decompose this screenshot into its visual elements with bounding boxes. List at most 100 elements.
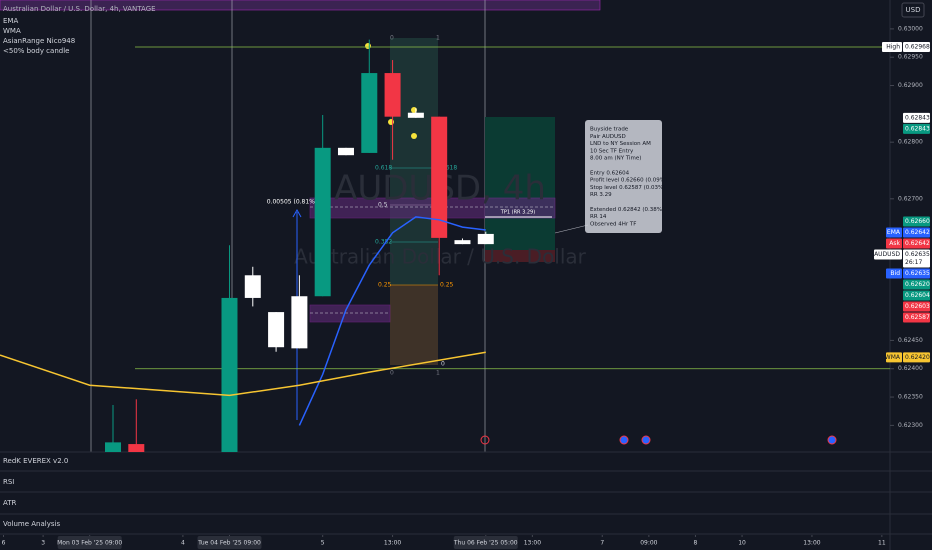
candle-body [384,73,401,117]
y-tick-label: 0.62950 [898,54,923,61]
signal-dot [365,43,371,49]
info-line: Extended 0.62842 (0.38%) [590,207,664,213]
x-tick-label: 6 [2,540,6,547]
y-tick-label: 0.62800 [898,139,923,146]
range-box [0,0,601,11]
fib-label: 1 [436,35,440,42]
y-tick-label: 0.62400 [898,365,923,372]
arrow-head [292,208,302,218]
price-tag [903,312,930,323]
fib-label: 0.618 [375,165,392,172]
event-icon [480,435,490,445]
indicator-name: <50% body candle [3,47,69,55]
candle-body [407,112,424,118]
price-tag [903,227,930,238]
price-tag [903,268,930,279]
fib-label: 0.25 [378,282,392,289]
y-tick-label: 0.63000 [898,25,923,32]
candle-body [128,444,145,452]
info-line: Stop level 0.62587 (0.03%) [590,185,665,191]
price-tag [903,238,930,249]
price-tag-label: 0.62603 [905,303,930,310]
event-icon [827,435,837,445]
price-tag-extra: 26:17 [905,259,922,266]
price-tag-label: 0.62635 [905,270,930,277]
stop-zone [485,250,555,262]
candle-body [314,147,331,297]
event-icon [641,435,651,445]
price-tag-name-bg [882,42,902,53]
pane-label: Volume Analysis [3,520,60,528]
candle-body [431,116,448,238]
price-tag [903,301,930,312]
currency[interactable]: USD [906,6,921,14]
profit-zone [485,117,555,250]
pane-label: RedK EVEREX v2.0 [3,457,68,465]
x-tick-label: Thu 06 Feb '25 05:00 [453,540,518,547]
price-tag-name-bg [886,238,902,249]
price-tag [903,42,930,53]
info-box [585,120,662,233]
price-tag-name: High [886,44,900,51]
fib-label: 0.382 [375,239,392,246]
price-tag-label: 0.62642 [905,229,930,236]
price-tag-name-bg [886,352,902,363]
fib-label: 0 [441,361,445,368]
candle-body [454,240,471,245]
fib-label: 1 [436,370,440,377]
candle-body [291,296,308,349]
range-band [309,304,391,323]
indicator-name: WMA [3,27,21,35]
price-tag-label: 0.62604 [905,292,930,299]
info-line: RR 3.29 [590,192,612,198]
currency-button[interactable] [901,2,925,18]
x-tick-label: 4 [181,540,185,547]
price-tag-name: WMA [885,354,901,361]
y-tick-label: 0.62450 [898,337,923,344]
x-tick-label: 3 [41,540,45,547]
candle-body [244,275,261,298]
price-tag-label: 0.62660 [905,218,930,225]
pane-label: ATR [3,499,17,507]
fib-label: 0.618 [440,165,457,172]
price-tag [903,123,930,134]
price-tag-label: 0.62420 [905,354,930,361]
info-line: Observed 4Hr TF [590,221,636,227]
y-tick-label: 0.62350 [898,394,923,401]
price-tag-label: 0.62635 [905,251,930,258]
x-tick-label: 5 [321,540,325,547]
info-line: RR 14 [590,214,607,220]
y-tick-label: 0.62300 [898,422,923,429]
info-line: LND to NY Session AM [590,141,651,147]
candle-body [104,442,121,452]
info-line: Buyside trade [590,127,629,133]
tp-label: TP1 (RR 3.29) [500,210,535,216]
price-tag-name: AUDUSD [874,251,900,258]
info-line: Entry 0.62604 [590,170,630,176]
fib-label: 0 [390,35,394,42]
x-tick-highlight [453,536,518,549]
price-tag-label: 0.62642 [905,240,930,247]
price-tag-name-bg [886,268,902,279]
price-tag-label: 0.62968 [905,44,930,51]
price-tag-label: 0.62843 [905,125,930,132]
x-tick-label: 13:00 [524,540,541,547]
candle-body [337,147,354,156]
price-tag-name-bg [874,249,902,260]
info-line: Profit level 0.62660 (0.09%) [590,178,667,184]
fib-label: 0.25 [440,282,454,289]
x-tick-label: 10 [738,540,746,547]
info-line: Pair AUDUSD [590,134,626,140]
x-tick-highlight [197,536,262,549]
fib-lower [390,285,438,365]
event-icon [619,435,629,445]
x-tick-label: Tue 04 Feb '25 09:00 [197,540,261,547]
info-line: 10 Sec TF Entry [590,148,634,154]
x-tick-label: 09:00 [640,540,657,547]
signal-dot [411,133,417,139]
x-tick-label: 11 [878,540,886,547]
